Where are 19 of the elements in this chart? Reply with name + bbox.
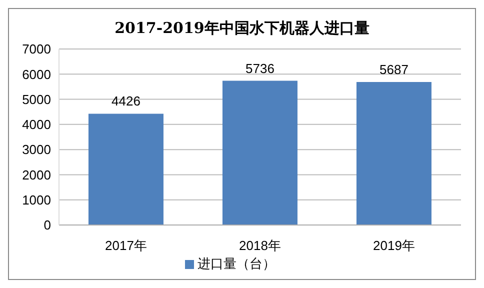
bar bbox=[88, 114, 164, 225]
y-tick-label: 7000 bbox=[22, 42, 51, 57]
x-tick-label: 2019年 bbox=[373, 238, 415, 254]
x-tick-label: 2017年 bbox=[105, 238, 147, 254]
y-tick-label: 4000 bbox=[22, 117, 51, 132]
x-tick-label: 2018年 bbox=[239, 238, 281, 254]
bar bbox=[222, 80, 298, 225]
data-label: 4426 bbox=[112, 94, 140, 109]
y-tick-label: 0 bbox=[44, 218, 51, 233]
y-tick-label: 3000 bbox=[22, 142, 51, 158]
chart-title: 2017-2019年中国水下机器人进口量 bbox=[114, 19, 370, 39]
y-tick-label: 5000 bbox=[22, 92, 51, 107]
data-label: 5687 bbox=[380, 62, 408, 78]
legend-label: 进口量（台） bbox=[198, 256, 276, 271]
data-label: 5736 bbox=[246, 60, 274, 76]
bar bbox=[356, 82, 432, 225]
y-tick-label: 2000 bbox=[22, 167, 51, 182]
y-tick-label: 1000 bbox=[22, 192, 51, 208]
y-tick-label: 6000 bbox=[22, 66, 51, 82]
